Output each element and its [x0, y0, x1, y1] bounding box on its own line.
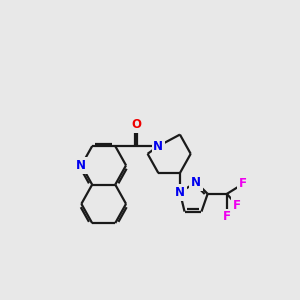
- Text: F: F: [239, 177, 247, 190]
- Text: F: F: [223, 211, 231, 224]
- Text: N: N: [175, 186, 185, 199]
- Text: N: N: [76, 159, 86, 172]
- Text: N: N: [153, 140, 164, 153]
- Text: F: F: [233, 199, 241, 212]
- Text: O: O: [132, 118, 142, 131]
- Text: N: N: [191, 176, 201, 189]
